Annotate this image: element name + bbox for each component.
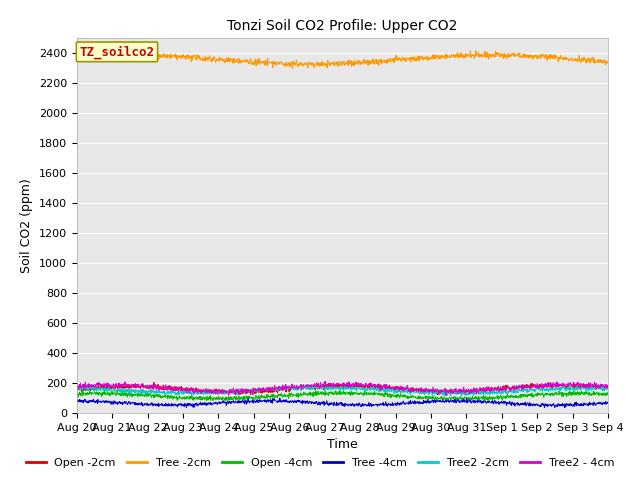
Tree -4cm [73, 398, 81, 404]
Tree2 - 4cm [73, 384, 81, 389]
Open -4cm [495, 394, 502, 399]
X-axis label: Time: Time [327, 438, 358, 451]
Tree2 - 4cm [178, 387, 186, 393]
Tree2 -2cm [191, 390, 199, 396]
Open -4cm [604, 392, 612, 397]
Tree2 - 4cm [426, 388, 433, 394]
Open -2cm [191, 387, 199, 393]
Open -2cm [542, 382, 550, 387]
Tree2 -2cm [495, 390, 502, 396]
Tree2 - 4cm [251, 388, 259, 394]
Tree2 -2cm [86, 382, 94, 388]
Open -2cm [150, 380, 158, 385]
Open -2cm [73, 386, 81, 392]
Tree -4cm [541, 401, 549, 407]
Open -2cm [495, 386, 502, 392]
Legend: Open -2cm, Tree -2cm, Open -4cm, Tree -4cm, Tree2 -2cm, Tree2 - 4cm: Open -2cm, Tree -2cm, Open -4cm, Tree -4… [21, 453, 619, 472]
Tree -2cm [604, 59, 612, 65]
Tree2 -2cm [604, 387, 612, 393]
Open -4cm [73, 394, 81, 399]
Tree -2cm [425, 55, 433, 60]
Tree -2cm [289, 66, 296, 72]
Tree -4cm [604, 399, 612, 405]
Open -2cm [604, 385, 612, 391]
Tree2 - 4cm [542, 383, 550, 388]
Open -2cm [179, 386, 186, 392]
Tree2 - 4cm [604, 384, 612, 390]
Y-axis label: Soil CO2 (ppm): Soil CO2 (ppm) [20, 178, 33, 273]
Line: Open -4cm: Open -4cm [77, 390, 608, 401]
Tree -2cm [472, 48, 480, 54]
Title: Tonzi Soil CO2 Profile: Upper CO2: Tonzi Soil CO2 Profile: Upper CO2 [227, 19, 458, 33]
Tree -4cm [425, 399, 433, 405]
Tree -2cm [191, 52, 199, 58]
Tree2 - 4cm [495, 388, 502, 394]
Text: TZ_soilco2: TZ_soilco2 [79, 45, 154, 59]
Tree -2cm [178, 52, 186, 58]
Open -4cm [426, 395, 433, 401]
Line: Open -2cm: Open -2cm [77, 383, 608, 395]
Tree2 -2cm [251, 386, 259, 392]
Open -4cm [191, 395, 199, 401]
Line: Tree -2cm: Tree -2cm [77, 51, 608, 69]
Tree2 - 4cm [191, 386, 199, 392]
Open -4cm [79, 387, 86, 393]
Line: Tree -4cm: Tree -4cm [77, 398, 608, 408]
Open -4cm [179, 395, 186, 401]
Tree2 -2cm [179, 390, 186, 396]
Tree2 -2cm [542, 388, 550, 394]
Tree -2cm [542, 55, 550, 61]
Tree2 -2cm [73, 385, 81, 391]
Open -4cm [225, 398, 232, 404]
Open -4cm [542, 392, 550, 397]
Open -2cm [251, 391, 259, 396]
Tree -4cm [561, 405, 569, 410]
Tree -2cm [250, 58, 258, 64]
Line: Tree2 - 4cm: Tree2 - 4cm [77, 382, 608, 396]
Line: Tree2 -2cm: Tree2 -2cm [77, 385, 608, 396]
Tree2 - 4cm [321, 379, 329, 384]
Tree -4cm [250, 398, 258, 404]
Tree -4cm [178, 402, 186, 408]
Tree2 -2cm [425, 392, 433, 397]
Open -4cm [252, 396, 259, 402]
Tree -4cm [191, 401, 199, 407]
Tree -4cm [276, 396, 284, 401]
Open -2cm [465, 392, 472, 397]
Tree -2cm [73, 55, 81, 60]
Open -2cm [425, 388, 433, 394]
Tree -2cm [495, 50, 502, 56]
Tree2 - 4cm [225, 393, 232, 399]
Tree -4cm [495, 399, 502, 405]
Tree2 -2cm [458, 393, 465, 398]
